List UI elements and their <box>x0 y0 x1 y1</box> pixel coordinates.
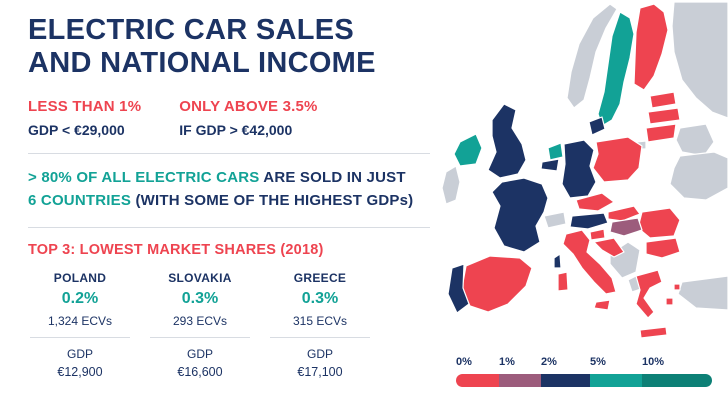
fact-text-1: ARE SOLD IN JUST <box>263 168 406 186</box>
map-country-romania <box>637 207 681 239</box>
table-col-poland: POLAND 0.2% 1,324 ECVs GDP €12,900 <box>28 271 132 379</box>
key-fact-line-2: 6 COUNTRIES (WITH SOME OF THE HIGHEST GD… <box>28 189 430 212</box>
table-col-greece: GREECE 0.3% 315 ECVs GDP €17,100 <box>268 271 372 379</box>
map-country-italy <box>562 229 617 295</box>
fact-highlight-1: > 80% OF ALL ELECTRIC CARS <box>28 168 260 186</box>
map-country-france <box>491 177 549 253</box>
legend-swatch-dark-teal <box>642 374 712 387</box>
gdp-value: €17,100 <box>297 365 343 380</box>
map-country-netherlands <box>547 142 564 161</box>
map-islands-aegean <box>665 283 681 306</box>
map-country-latvia <box>647 107 681 125</box>
col-divider <box>270 337 370 339</box>
map-country-switzerland <box>543 211 567 229</box>
col-divider <box>30 337 130 339</box>
legend-color-bar <box>456 374 712 387</box>
map-country-russia <box>671 1 728 119</box>
map-legend: 0% 1% 2% 5% 10% <box>456 356 712 392</box>
stat-low-headline: LESS THAN 1% <box>28 97 142 115</box>
map-country-slovenia <box>589 228 606 241</box>
stat-high-headline: ONLY ABOVE 3.5% <box>179 97 318 115</box>
legend-label-0: 0% <box>456 356 472 368</box>
stat-low-share: LESS THAN 1% GDP < €29,000 <box>28 98 141 138</box>
gdp-label: GDP <box>66 347 93 362</box>
map-country-bulgaria <box>645 237 681 259</box>
market-share: 0.3% <box>181 290 219 308</box>
map-country-ukraine <box>669 151 728 201</box>
market-share: 0.3% <box>301 290 339 308</box>
map-country-hungary <box>609 217 643 237</box>
map-country-germany <box>561 139 597 199</box>
map-country-greece <box>635 269 663 319</box>
map-country-belarus <box>675 123 715 157</box>
map-country-sweden <box>597 11 635 127</box>
table-col-slovakia: SLOVAKIA 0.3% 293 ECVs GDP €16,600 <box>148 271 252 379</box>
map-country-belgium <box>540 158 560 172</box>
map-country-czechia <box>575 192 615 212</box>
map-country-finland <box>633 3 669 91</box>
ecv-count: 293 ECVs <box>172 314 228 329</box>
map-country-norway <box>566 3 618 109</box>
country-name: GREECE <box>293 271 347 286</box>
legend-swatch-red <box>456 374 499 387</box>
fact-highlight-2: 6 COUNTRIES <box>28 191 132 209</box>
country-name: POLAND <box>53 271 107 286</box>
map-country-poland <box>592 136 643 183</box>
map-country-slovakia <box>607 205 641 222</box>
gdp-label: GDP <box>186 347 213 362</box>
map-island-sardinia <box>557 271 569 292</box>
europe-choropleth-map <box>441 1 728 339</box>
market-share: 0.2% <box>61 290 99 308</box>
map-island-corsica <box>553 253 562 269</box>
col-divider <box>150 337 250 339</box>
map-country-ireland <box>453 133 483 167</box>
divider-top <box>28 152 430 154</box>
country-name: SLOVAKIA <box>168 271 232 286</box>
page-title: ELECTRIC CAR SALES AND NATIONAL INCOME <box>28 14 430 81</box>
map-island-crete <box>639 326 668 339</box>
divider-bottom <box>28 227 430 229</box>
legend-label-4: 10% <box>642 356 665 368</box>
map-country-estonia <box>649 91 677 109</box>
threshold-stats: LESS THAN 1% GDP < €29,000 ONLY ABOVE 3.… <box>28 98 430 138</box>
top3-table: POLAND 0.2% 1,324 ECVs GDP €12,900 SLOVA… <box>28 271 430 379</box>
legend-label-1: 1% <box>499 356 515 368</box>
ecv-count: 315 ECVs <box>292 314 348 329</box>
legend-swatch-teal <box>590 374 642 387</box>
title-line-1: ELECTRIC CAR SALES <box>28 14 355 46</box>
legend-labels: 0% 1% 2% 5% 10% <box>456 356 712 371</box>
map-country-portugal <box>447 263 470 314</box>
stat-low-sub: GDP < €29,000 <box>28 121 125 138</box>
map-country-denmark <box>588 116 606 136</box>
ecv-count: 1,324 ECVs <box>47 314 113 329</box>
stat-high-share: ONLY ABOVE 3.5% IF GDP > €42,000 <box>179 98 317 138</box>
left-panel: ELECTRIC CAR SALES AND NATIONAL INCOME L… <box>28 14 430 379</box>
key-fact-line-1: > 80% OF ALL ELECTRIC CARS ARE SOLD IN J… <box>28 166 430 189</box>
legend-swatch-purple <box>499 374 541 387</box>
map-country-united-kingdom <box>487 103 527 179</box>
top3-heading: TOP 3: LOWEST MARKET SHARES (2018) <box>28 242 324 259</box>
map-country-lithuania <box>645 123 677 143</box>
key-fact: > 80% OF ALL ELECTRIC CARS ARE SOLD IN J… <box>28 166 430 213</box>
map-country-croatia <box>593 237 625 258</box>
gdp-value: €12,900 <box>57 365 103 380</box>
legend-swatch-navy <box>541 374 590 387</box>
map-country-austria <box>569 212 609 230</box>
map-country-turkey <box>677 275 728 311</box>
gdp-label: GDP <box>306 347 333 362</box>
map-island-sicily <box>593 299 611 311</box>
map-country-spain <box>461 255 533 313</box>
legend-label-2: 2% <box>541 356 557 368</box>
title-line-2: AND NATIONAL INCOME <box>28 47 376 80</box>
map-country-iceland <box>441 165 461 205</box>
stat-high-sub: IF GDP > €42,000 <box>179 121 293 138</box>
fact-text-2: (WITH SOME OF THE HIGHEST GDPs) <box>135 191 414 209</box>
legend-label-3: 5% <box>590 356 606 368</box>
gdp-value: €16,600 <box>177 365 223 380</box>
